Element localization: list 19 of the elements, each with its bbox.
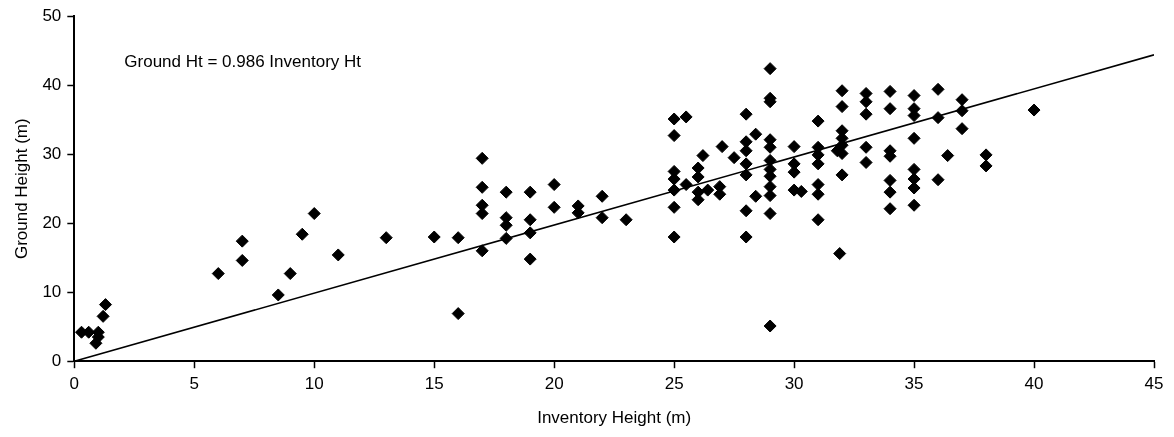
x-tick-label: 30 <box>784 374 804 394</box>
y-tick-label: 50 <box>42 5 62 25</box>
x-axis-title: Inventory Height (m) <box>537 408 692 428</box>
x-tick-label: 10 <box>304 374 324 394</box>
y-tick-label: 40 <box>42 74 62 94</box>
x-tick-label: 5 <box>189 374 200 394</box>
y-tick-label: 10 <box>42 281 62 301</box>
y-tick-label: 20 <box>42 212 62 232</box>
x-tick-label: 20 <box>544 374 564 394</box>
x-tick-label: 15 <box>424 374 444 394</box>
y-axis-title: Ground Height (m) <box>11 118 31 260</box>
x-tick-label: 25 <box>664 374 684 394</box>
y-tick-label: 0 <box>51 350 62 370</box>
x-tick-label: 45 <box>1144 374 1164 394</box>
y-tick-label: 30 <box>42 143 62 163</box>
annotation: Ground Ht = 0.986 Inventory Ht <box>124 51 362 71</box>
x-tick-label: 0 <box>69 374 80 394</box>
x-tick-label: 40 <box>1024 374 1044 394</box>
x-tick-label: 35 <box>904 374 924 394</box>
